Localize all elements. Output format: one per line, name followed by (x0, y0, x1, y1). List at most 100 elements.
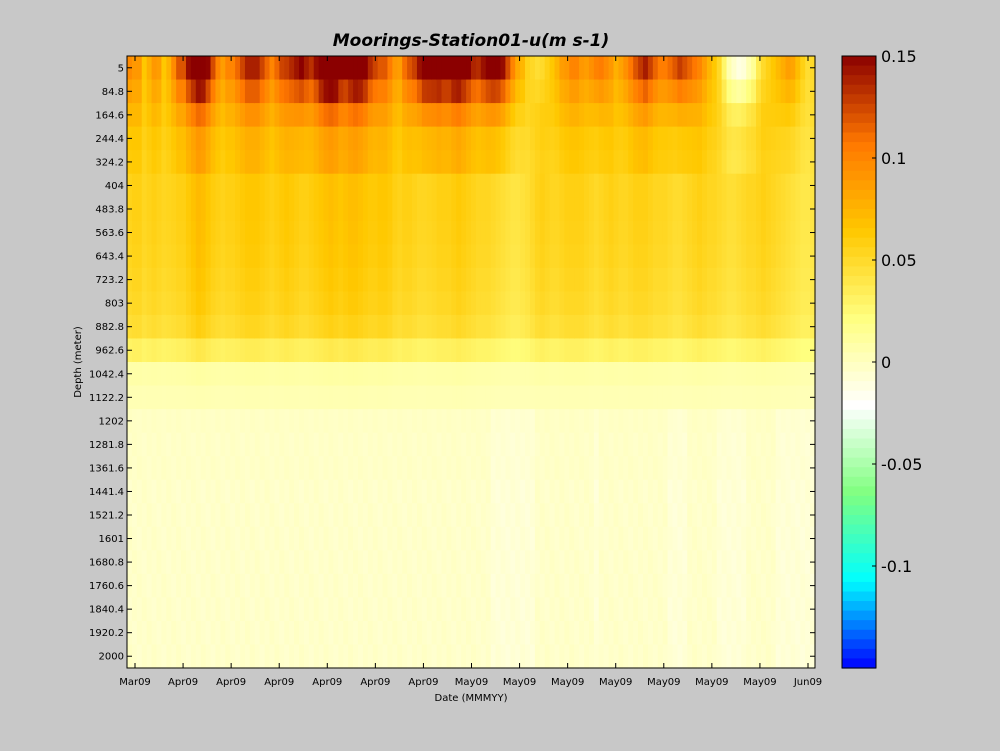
heatmap-cell (633, 197, 639, 222)
heatmap-cell (185, 244, 192, 269)
heatmap-cell (539, 220, 546, 245)
heatmap-cell (579, 244, 585, 269)
heatmap-cell (176, 173, 182, 198)
heatmap-cell (765, 479, 772, 504)
heatmap-cell (682, 79, 688, 104)
heatmap-cell (534, 479, 541, 504)
heatmap-cell (240, 362, 246, 387)
heatmap-cell (711, 103, 718, 128)
heatmap-cell (608, 526, 615, 551)
heatmap-cell (416, 644, 423, 669)
heatmap-cell (554, 56, 561, 81)
heatmap-cell (279, 314, 285, 340)
heatmap-cell (264, 103, 271, 128)
heatmap-cell (338, 432, 344, 457)
colorbar-segment (842, 562, 876, 573)
heatmap-cell (254, 573, 261, 598)
heatmap-cell (475, 362, 482, 387)
heatmap-cell (166, 362, 172, 387)
heatmap-cell (402, 126, 408, 151)
heatmap-cell (412, 479, 418, 504)
heatmap-cell (549, 550, 556, 575)
heatmap-cell (372, 550, 379, 575)
x-tick-label: May09 (743, 677, 776, 688)
heatmap-cell (584, 620, 590, 646)
heatmap-cell (377, 526, 384, 551)
heatmap-cell (687, 620, 693, 646)
heatmap-cell (240, 56, 246, 81)
heatmap-cell (348, 150, 354, 175)
heatmap-cell (790, 620, 796, 646)
heatmap-cell (244, 597, 251, 622)
heatmap-cell (402, 503, 408, 528)
heatmap-cell (392, 362, 398, 387)
heatmap-cell (584, 314, 590, 340)
heatmap-cell (549, 126, 556, 151)
heatmap-cell (613, 56, 620, 81)
heatmap-cell (608, 620, 615, 646)
heatmap-cell (294, 197, 300, 222)
heatmap-cell (328, 79, 334, 104)
heatmap-cell (131, 267, 138, 292)
heatmap-cell (318, 126, 325, 151)
heatmap-cell (633, 526, 639, 551)
heatmap-cell (657, 79, 664, 104)
heatmap-cell (412, 56, 418, 81)
heatmap-cell (760, 620, 767, 646)
heatmap-cell (736, 644, 742, 669)
heatmap-cell (795, 56, 801, 81)
heatmap-cell (446, 409, 452, 434)
heatmap-cell (515, 314, 521, 340)
colorbar-segment (842, 409, 876, 420)
heatmap-cell (760, 103, 767, 128)
heatmap-cell (377, 291, 384, 316)
heatmap-cell (284, 79, 290, 104)
heatmap-cell (475, 244, 482, 269)
heatmap-cell (343, 550, 349, 575)
heatmap-cell (461, 550, 467, 575)
heatmap-cell (244, 479, 251, 504)
colorbar-segment (842, 352, 876, 363)
heatmap-cell (190, 103, 197, 128)
heatmap-cell (456, 526, 462, 551)
heatmap-cell (471, 244, 477, 269)
heatmap-cell (215, 197, 221, 222)
heatmap-cell (697, 220, 703, 245)
heatmap-cell (741, 314, 747, 340)
heatmap-cell (780, 338, 787, 363)
heatmap-cell (156, 432, 162, 457)
heatmap-cell (711, 479, 718, 504)
colorbar-segment (842, 362, 876, 373)
heatmap-cell (426, 338, 433, 363)
heatmap-cell (525, 197, 531, 222)
heatmap-cell (421, 503, 428, 528)
heatmap-cell (230, 456, 236, 481)
heatmap-cell (515, 126, 521, 151)
heatmap-cell (451, 126, 457, 151)
heatmap-cell (210, 550, 217, 575)
heatmap-cell (161, 620, 167, 646)
heatmap-cell (736, 338, 742, 363)
heatmap-cell (456, 197, 462, 222)
heatmap-cell (274, 597, 280, 622)
heatmap-cell (274, 56, 280, 81)
heatmap-cell (647, 385, 654, 410)
heatmap-cell (574, 362, 580, 387)
heatmap-cell (210, 244, 217, 269)
heatmap-cell (539, 56, 546, 81)
heatmap-cell (785, 244, 792, 269)
heatmap-cell (348, 409, 354, 434)
heatmap-cell (264, 362, 271, 387)
colorbar-segment (842, 400, 876, 411)
heatmap-cell (559, 526, 565, 551)
heatmap-cell (500, 456, 506, 481)
heatmap-cell (638, 479, 644, 504)
heatmap-cell (387, 56, 393, 81)
heatmap-cell (269, 197, 276, 222)
heatmap-cell (156, 456, 162, 481)
heatmap-cell (471, 291, 477, 316)
heatmap-cell (151, 220, 158, 245)
heatmap-cell (564, 126, 570, 151)
heatmap-cell (161, 338, 167, 363)
heatmap-cell (736, 150, 742, 175)
